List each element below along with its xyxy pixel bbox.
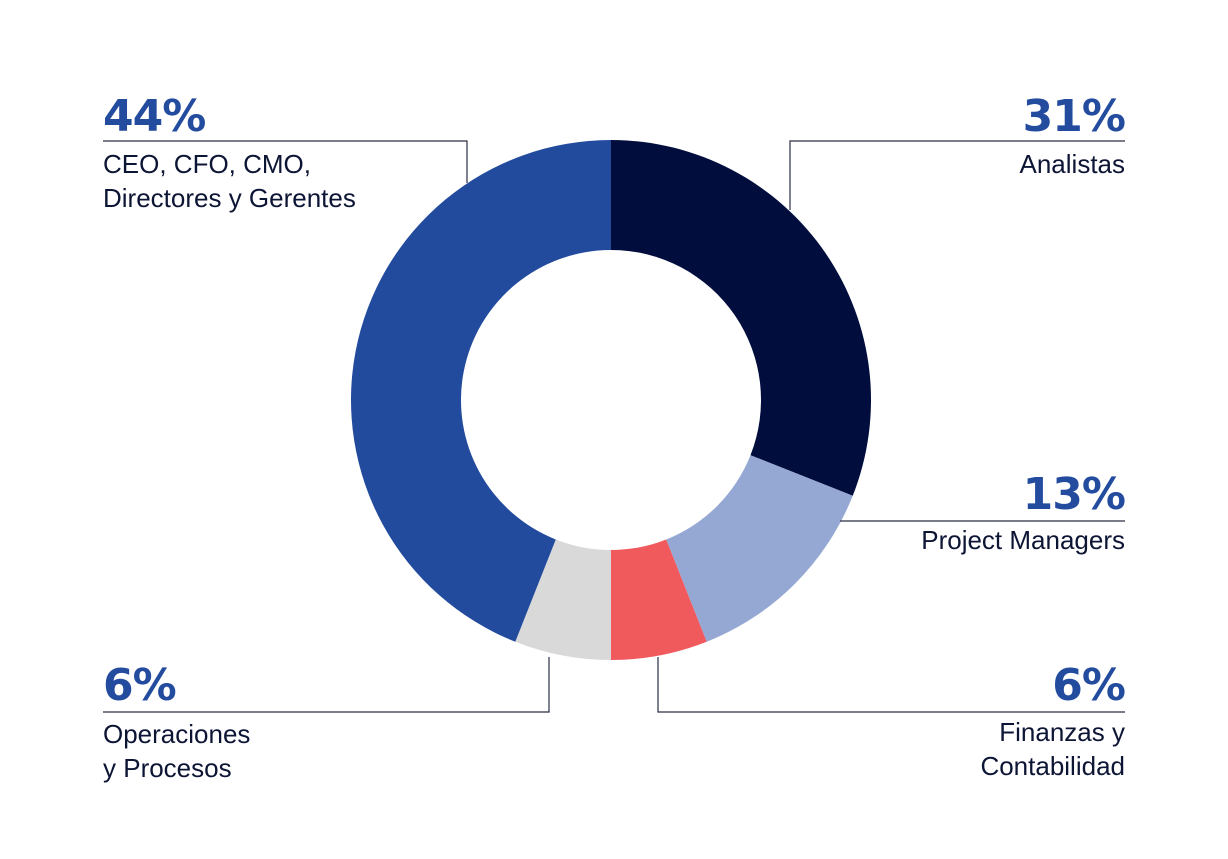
category-label-operaciones-line2: y Procesos <box>103 753 232 783</box>
leader-line-analistas <box>789 140 1125 210</box>
percent-label-project-managers: 13% <box>1023 469 1125 520</box>
leader-line-directores <box>103 140 468 183</box>
category-label-finanzas-line2: Contabilidad <box>980 751 1125 781</box>
category-label-finanzas-line1: Finanzas y <box>999 717 1125 747</box>
percent-label-operaciones: 6% <box>103 660 176 711</box>
slice-finanzas <box>611 539 707 660</box>
slice-analistas <box>611 140 871 496</box>
leader-line-operaciones <box>103 657 550 713</box>
donut-slices <box>350 140 871 660</box>
leader-line-finanzas <box>657 657 1125 713</box>
percent-label-finanzas: 6% <box>1052 660 1125 711</box>
percent-label-analistas: 31% <box>1023 91 1125 142</box>
category-label-directores-line2: Directores y Gerentes <box>103 183 356 213</box>
percent-label-directores: 44% <box>103 91 205 142</box>
slice-operaciones <box>515 539 611 660</box>
category-label-project-managers: Project Managers <box>921 525 1125 555</box>
slice-project-managers <box>666 455 853 642</box>
category-label-operaciones-line1: Operaciones <box>103 719 250 749</box>
category-label-directores-line1: CEO, CFO, CMO, <box>103 149 311 179</box>
slice-directores <box>350 140 611 642</box>
category-label-analistas: Analistas <box>1020 149 1126 179</box>
